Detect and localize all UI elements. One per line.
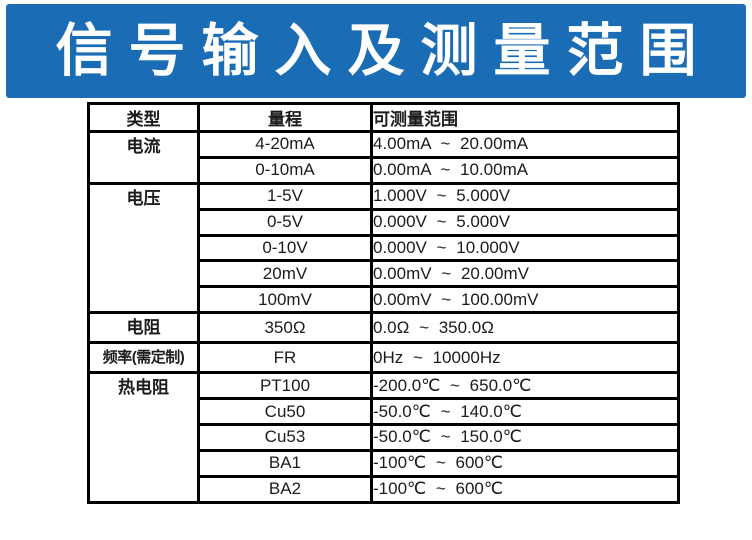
table-row: 电阻 350Ω 0.0Ω ~ 350.0Ω bbox=[87, 311, 680, 345]
type-cell-resistance: 电阻 bbox=[87, 311, 200, 345]
table-row: 电流 4-20mA 4.00mA ~ 20.00mA bbox=[87, 130, 680, 185]
range-cell: 100mV bbox=[197, 285, 373, 315]
measurable-cell: -50.0℃ ~ 150.0℃ bbox=[370, 423, 680, 452]
table-row: 0-10V 0.000V ~ 10.000V bbox=[89, 233, 680, 263]
measurable-cell: -100℃ ~ 600℃ bbox=[370, 448, 680, 478]
header-type: 类型 bbox=[87, 102, 200, 133]
page-title: 信号输入及测量范围 bbox=[55, 18, 713, 83]
table-row: 100mV 0.00mV ~ 100.00mV bbox=[89, 285, 680, 315]
measurable-cell: 0.000V ~ 10.000V bbox=[370, 233, 680, 263]
table-row: 0-10mA 0.00mA ~ 10.00mA bbox=[89, 155, 680, 185]
table-row: 热电阻 PT100 -200.0℃ ~ 650.0℃ bbox=[87, 371, 680, 504]
table-row: 20mV 0.00mV ~ 20.00mV bbox=[89, 259, 680, 289]
measurable-cell: 0.00mV ~ 100.00mV bbox=[370, 285, 680, 315]
measurable-cell: 0Hz ~ 10000Hz bbox=[370, 341, 680, 375]
table-row: Cu50 -50.0℃ ~ 140.0℃ bbox=[89, 397, 680, 427]
measurable-cell: 0.000V ~ 5.000V bbox=[370, 207, 680, 237]
table-row: Cu53 -50.0℃ ~ 150.0℃ bbox=[89, 423, 680, 452]
table-row: 0-5V 0.000V ~ 5.000V bbox=[89, 207, 680, 237]
range-cell: 0-10mA bbox=[197, 155, 373, 185]
table-row: 频率(需定制) FR 0Hz ~ 10000Hz bbox=[87, 341, 680, 375]
type-cell-rtd: 热电阻 bbox=[87, 371, 200, 504]
range-cell: FR bbox=[197, 341, 373, 375]
table-header-row: 类型 量程 可测量范围 bbox=[87, 102, 680, 133]
table-row: BA2 -100℃ ~ 600℃ bbox=[89, 474, 680, 504]
measurable-cell: -50.0℃ ~ 140.0℃ bbox=[370, 397, 680, 427]
range-cell: 0-5V bbox=[197, 207, 373, 237]
range-cell: 4-20mA bbox=[197, 130, 373, 159]
header-measurable: 可测量范围 bbox=[370, 102, 680, 133]
range-cell: 350Ω bbox=[197, 311, 373, 345]
range-cell: BA2 bbox=[197, 474, 373, 504]
range-cell: Cu50 bbox=[197, 397, 373, 427]
signal-range-table: 类型 量程 可测量范围 电流 4-20mA 4.00mA ~ 20.00mA 0… bbox=[87, 102, 680, 504]
table-row: 电压 1-5V 1.000V ~ 5.000V bbox=[87, 181, 680, 315]
type-cell-current: 电流 bbox=[87, 130, 200, 185]
measurable-cell: 4.00mA ~ 20.00mA bbox=[370, 130, 680, 159]
range-cell: Cu53 bbox=[197, 423, 373, 452]
measurable-cell: 0.0Ω ~ 350.0Ω bbox=[370, 311, 680, 345]
range-cell: 20mV bbox=[197, 259, 373, 289]
measurable-cell: -100℃ ~ 600℃ bbox=[370, 474, 680, 504]
type-cell-frequency: 频率(需定制) bbox=[87, 341, 200, 375]
range-cell: 1-5V bbox=[197, 181, 373, 211]
type-cell-voltage: 电压 bbox=[87, 181, 200, 315]
measurable-cell: 0.00mA ~ 10.00mA bbox=[370, 155, 680, 185]
range-cell: 0-10V bbox=[197, 233, 373, 263]
measurable-cell: -200.0℃ ~ 650.0℃ bbox=[370, 371, 680, 401]
table-row: BA1 -100℃ ~ 600℃ bbox=[89, 448, 680, 478]
header-range: 量程 bbox=[197, 102, 373, 133]
title-banner: 信号输入及测量范围 bbox=[6, 4, 746, 98]
measurable-cell: 0.00mV ~ 20.00mV bbox=[370, 259, 680, 289]
measurable-cell: 1.000V ~ 5.000V bbox=[370, 181, 680, 211]
range-cell: BA1 bbox=[197, 448, 373, 478]
range-cell: PT100 bbox=[197, 371, 373, 401]
